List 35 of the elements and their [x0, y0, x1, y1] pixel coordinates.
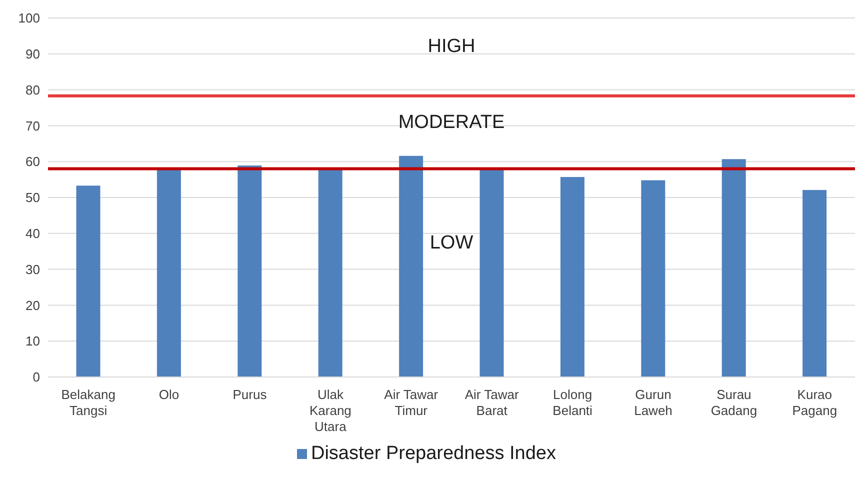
x-tick-label: Gurun Laweh	[634, 387, 672, 418]
bar	[480, 168, 504, 377]
x-tick-label: Belakang Tangsi	[61, 387, 116, 418]
y-tick-label: 40	[26, 226, 40, 242]
bar	[722, 159, 746, 377]
y-tick-label: 100	[18, 10, 40, 26]
x-tick-label: Kurao Pagang	[792, 387, 838, 418]
y-tick-label: 20	[26, 298, 40, 313]
y-tick-label: 80	[26, 82, 40, 98]
bar	[560, 177, 584, 377]
x-tick-label: Ulak Karang Utara	[309, 387, 352, 434]
y-tick-label: 10	[26, 334, 40, 349]
y-tick-label: 70	[26, 118, 40, 134]
x-tick-label: Purus	[232, 387, 268, 402]
legend-label: Disaster Preparedness Index	[310, 443, 556, 464]
x-tick-label: Surau Gadang	[710, 387, 758, 418]
y-tick-label: 0	[32, 370, 40, 385]
x-tick-label: Lolong Belanti	[552, 387, 593, 418]
bar	[318, 168, 342, 377]
annotation: HIGH	[428, 36, 476, 58]
annotation: LOW	[430, 232, 474, 254]
y-tick-label: 30	[26, 262, 40, 277]
y-tick-label: 60	[26, 154, 40, 170]
bar	[802, 190, 827, 377]
bar	[76, 186, 100, 377]
y-tick-label: 90	[26, 46, 40, 62]
x-tick-label: Air Tawar Timur	[384, 387, 439, 418]
bar	[399, 156, 424, 377]
bar	[156, 168, 181, 377]
x-tick-label: Air Tawar Barat	[464, 387, 520, 418]
annotation: MODERATE	[398, 112, 505, 134]
y-tick-label: 50	[26, 190, 40, 206]
bar	[641, 180, 666, 377]
bar	[238, 166, 262, 377]
x-tick-label: Olo	[158, 387, 180, 402]
